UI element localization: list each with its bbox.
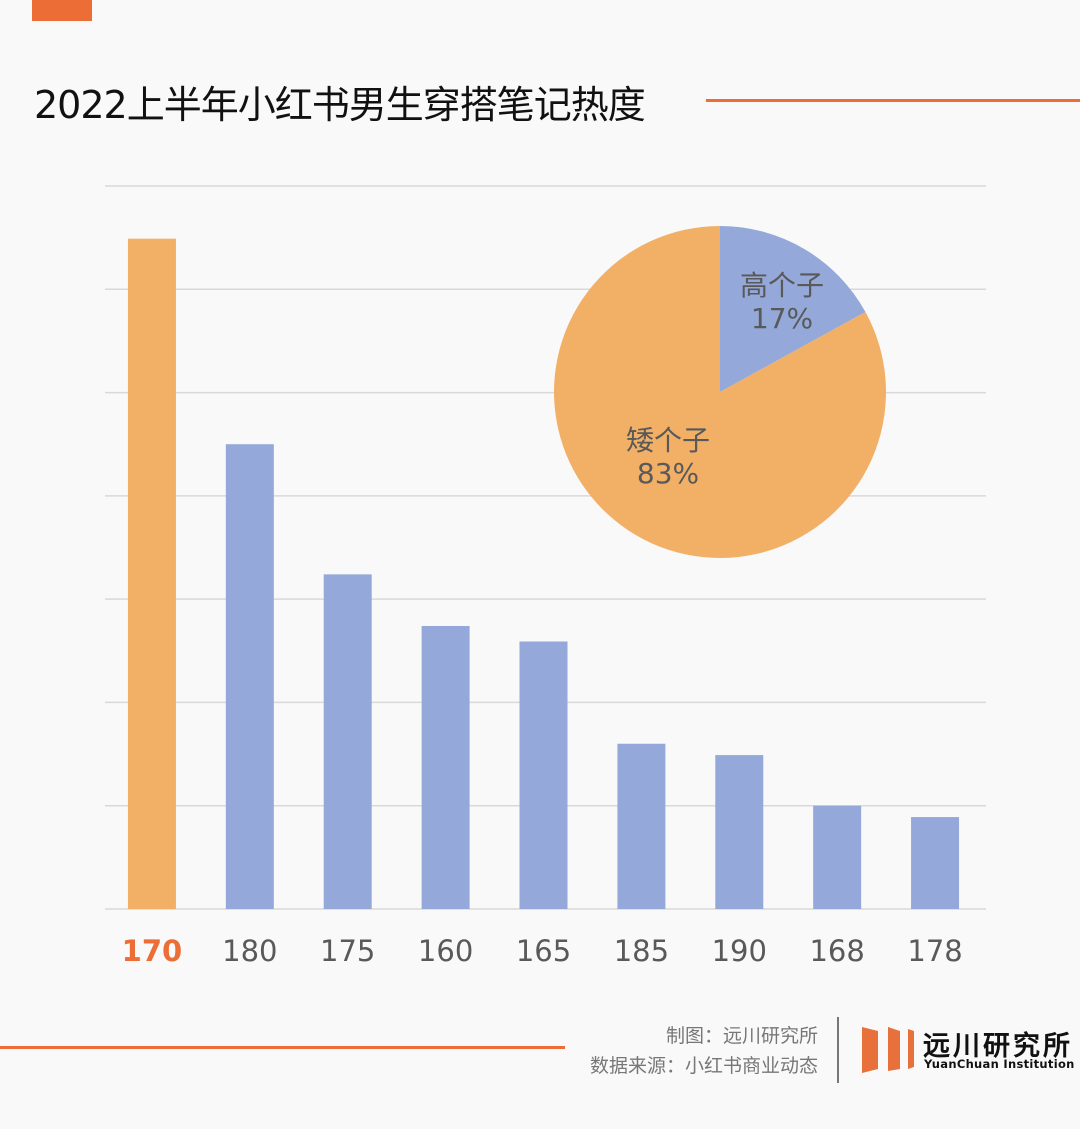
- logo-text-en: YuanChuan Institution: [924, 1057, 1075, 1071]
- x-tick-label-160: 160: [418, 934, 473, 968]
- logo-text-cn: 远川研究所: [923, 1031, 1073, 1062]
- logo-icon: [862, 1027, 914, 1073]
- chart-title: 2022上半年小红书男生穿搭笔记热度: [34, 83, 646, 127]
- pie-label-name: 高个子: [740, 269, 824, 302]
- x-tick-labels: 170 180 175 160 165 185 190 168 178: [122, 934, 963, 968]
- bar-185: [617, 743, 666, 909]
- x-tick-label-168: 168: [809, 934, 864, 968]
- footer-divider: [837, 1017, 839, 1083]
- bar-168: [813, 805, 862, 909]
- x-tick-label-180: 180: [222, 934, 277, 968]
- bars: [127, 238, 960, 909]
- x-tick-label-190: 190: [712, 934, 767, 968]
- pie-label-value: 17%: [751, 302, 813, 335]
- footer-accent-rule: [0, 1046, 565, 1049]
- bar-180: [225, 444, 274, 909]
- bar-178: [911, 817, 960, 909]
- bar-160: [421, 625, 470, 909]
- x-tick-label-175: 175: [320, 934, 375, 968]
- bar-190: [715, 755, 764, 909]
- x-tick-label-178: 178: [907, 934, 962, 968]
- chart-credit: 制图：远川研究所: [665, 1025, 818, 1047]
- x-tick-label-170: 170: [122, 934, 183, 968]
- bar-170: [127, 238, 176, 909]
- x-tick-label-165: 165: [516, 934, 571, 968]
- title-accent-rule: [706, 99, 1080, 102]
- corner-accent-block: [32, 0, 92, 21]
- pie-slice-tall: [720, 226, 866, 392]
- pie-label-name: 矮个子: [626, 424, 710, 457]
- x-tick-label-185: 185: [614, 934, 669, 968]
- bar-165: [519, 641, 568, 909]
- pie-slice-short: [554, 226, 887, 559]
- data-source: 数据来源：小红书商业动态: [589, 1055, 818, 1077]
- bar-175: [323, 574, 372, 909]
- pie-label-value: 83%: [637, 457, 699, 490]
